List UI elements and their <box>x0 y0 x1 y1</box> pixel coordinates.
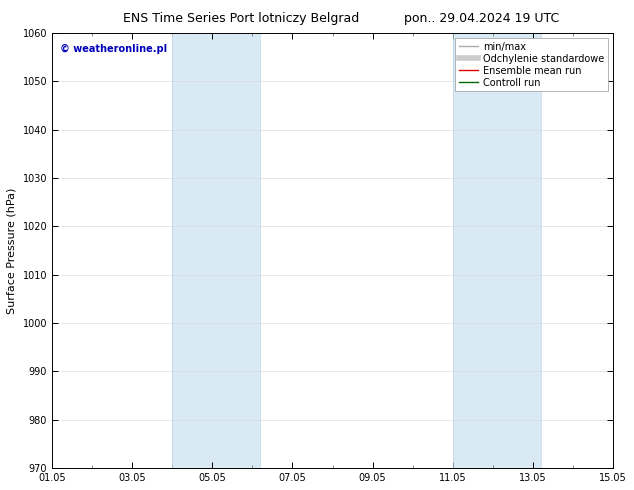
Legend: min/max, Odchylenie standardowe, Ensemble mean run, Controll run: min/max, Odchylenie standardowe, Ensembl… <box>455 38 608 92</box>
Text: © weatheronline.pl: © weatheronline.pl <box>60 44 167 54</box>
Bar <box>172 33 261 468</box>
Text: pon.. 29.04.2024 19 UTC: pon.. 29.04.2024 19 UTC <box>404 12 559 25</box>
Text: ENS Time Series Port lotniczy Belgrad: ENS Time Series Port lotniczy Belgrad <box>123 12 359 25</box>
Y-axis label: Surface Pressure (hPa): Surface Pressure (hPa) <box>7 187 17 314</box>
Bar <box>453 33 541 468</box>
